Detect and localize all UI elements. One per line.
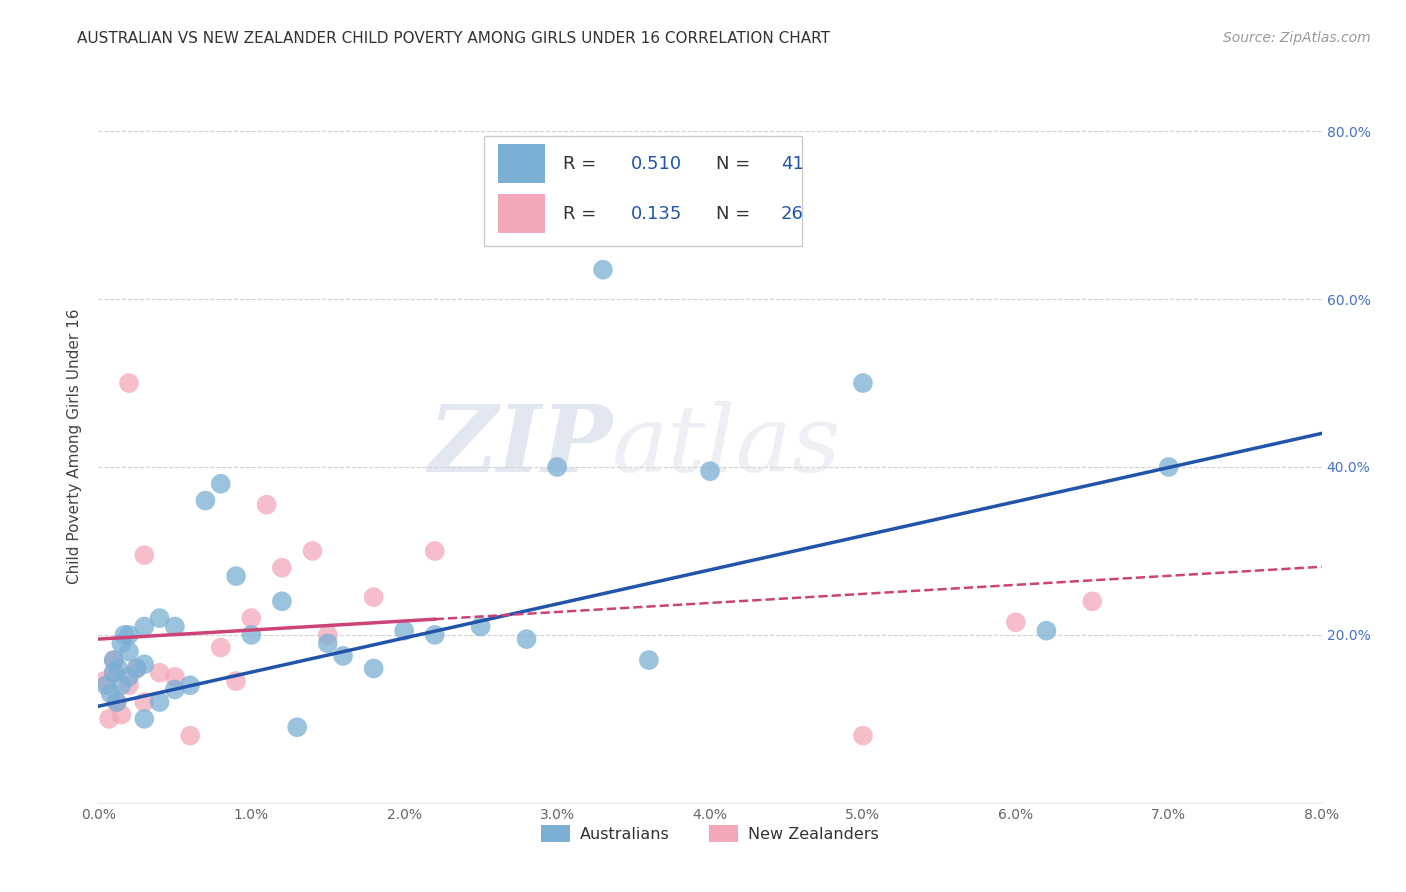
Point bbox=[118, 376, 141, 390]
Legend: Australians, New Zealanders: Australians, New Zealanders bbox=[536, 819, 884, 848]
Text: R =: R = bbox=[564, 155, 602, 173]
Point bbox=[103, 653, 125, 667]
Point bbox=[225, 674, 247, 689]
Point bbox=[110, 678, 132, 692]
Point bbox=[256, 498, 278, 512]
FancyBboxPatch shape bbox=[484, 136, 801, 246]
Point bbox=[103, 653, 125, 667]
Point bbox=[1157, 460, 1180, 475]
Point bbox=[94, 678, 117, 692]
Point bbox=[301, 544, 323, 558]
Text: Source: ZipAtlas.com: Source: ZipAtlas.com bbox=[1223, 31, 1371, 45]
Point bbox=[149, 695, 172, 709]
Text: AUSTRALIAN VS NEW ZEALANDER CHILD POVERTY AMONG GIRLS UNDER 16 CORRELATION CHART: AUSTRALIAN VS NEW ZEALANDER CHILD POVERT… bbox=[77, 31, 831, 46]
Point bbox=[110, 636, 132, 650]
Point bbox=[163, 670, 186, 684]
Point bbox=[105, 695, 128, 709]
Point bbox=[270, 594, 294, 608]
Point bbox=[179, 729, 201, 743]
Text: R =: R = bbox=[564, 205, 602, 223]
Point bbox=[134, 548, 156, 562]
Point bbox=[240, 611, 263, 625]
FancyBboxPatch shape bbox=[498, 194, 546, 234]
Text: 26: 26 bbox=[780, 205, 804, 223]
Point bbox=[125, 661, 148, 675]
Point bbox=[852, 729, 875, 743]
Point bbox=[423, 628, 446, 642]
Point bbox=[118, 670, 141, 684]
Point bbox=[105, 695, 128, 709]
Point bbox=[100, 687, 122, 701]
Point bbox=[149, 611, 172, 625]
Point bbox=[392, 624, 416, 638]
Point bbox=[225, 569, 247, 583]
Point bbox=[118, 678, 141, 692]
Point bbox=[194, 493, 217, 508]
Point bbox=[270, 560, 294, 574]
Text: 41: 41 bbox=[780, 155, 804, 173]
Point bbox=[592, 262, 614, 277]
Text: 0.135: 0.135 bbox=[630, 205, 682, 223]
Point bbox=[209, 640, 232, 655]
Point bbox=[1004, 615, 1026, 630]
Text: atlas: atlas bbox=[612, 401, 842, 491]
Point bbox=[103, 665, 125, 680]
Point bbox=[163, 682, 186, 697]
Text: N =: N = bbox=[716, 155, 756, 173]
Point bbox=[1035, 624, 1057, 638]
FancyBboxPatch shape bbox=[498, 145, 546, 184]
Point bbox=[1081, 594, 1104, 608]
Point bbox=[134, 695, 156, 709]
Text: ZIP: ZIP bbox=[427, 401, 612, 491]
Point bbox=[363, 590, 385, 604]
Point bbox=[107, 661, 129, 675]
Point bbox=[118, 645, 141, 659]
Point bbox=[118, 628, 141, 642]
Point bbox=[98, 712, 121, 726]
Point bbox=[112, 628, 135, 642]
Point bbox=[852, 376, 875, 390]
Point bbox=[332, 648, 354, 663]
Point bbox=[179, 678, 201, 692]
Point bbox=[470, 619, 492, 633]
Point bbox=[110, 707, 132, 722]
Point bbox=[209, 476, 232, 491]
Point bbox=[149, 665, 172, 680]
Point bbox=[316, 636, 339, 650]
Y-axis label: Child Poverty Among Girls Under 16: Child Poverty Among Girls Under 16 bbox=[67, 309, 83, 583]
Point bbox=[93, 674, 115, 689]
Point bbox=[516, 632, 538, 646]
Text: N =: N = bbox=[716, 205, 756, 223]
Point bbox=[103, 665, 125, 680]
Point bbox=[546, 460, 568, 475]
Text: 0.510: 0.510 bbox=[630, 155, 682, 173]
Point bbox=[699, 464, 721, 478]
Point bbox=[134, 657, 156, 672]
Point bbox=[134, 712, 156, 726]
Point bbox=[163, 619, 186, 633]
Point bbox=[637, 653, 661, 667]
Point bbox=[363, 661, 385, 675]
Point bbox=[134, 619, 156, 633]
Point bbox=[423, 544, 446, 558]
Point bbox=[125, 661, 148, 675]
Point bbox=[316, 628, 339, 642]
Point bbox=[285, 720, 308, 734]
Point bbox=[240, 628, 263, 642]
